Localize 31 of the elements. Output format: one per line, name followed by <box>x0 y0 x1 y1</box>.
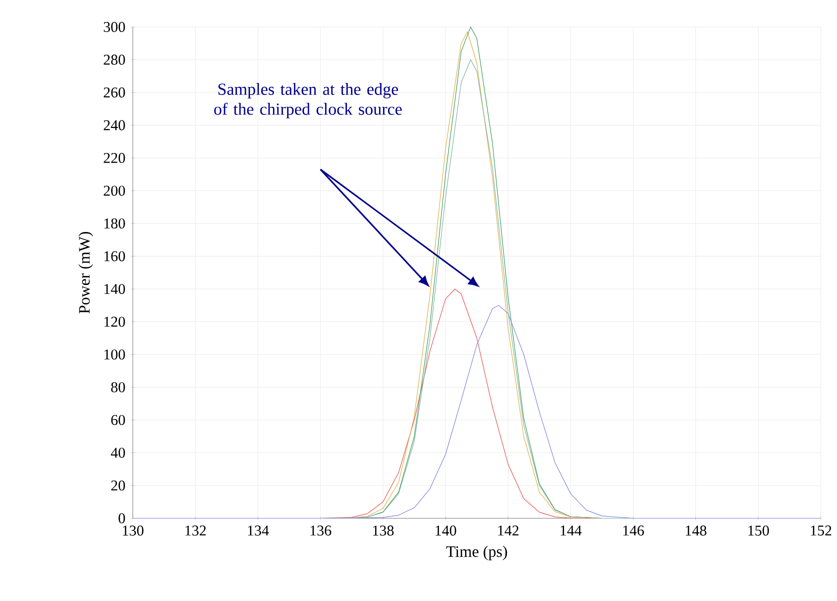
y-tick-label: 280 <box>104 54 125 65</box>
y-tick-label: 220 <box>104 152 125 163</box>
y-tick-label: 180 <box>104 218 125 228</box>
y-tick-label: 200 <box>104 186 125 196</box>
y-tick-label: 120 <box>104 316 125 327</box>
y-tick-label: 300 <box>104 22 125 32</box>
x-tick-label: 152 <box>810 525 832 536</box>
x-tick-label: 134 <box>248 525 269 536</box>
x-tick-label: 146 <box>623 525 644 536</box>
x-tick-label: 142 <box>498 525 518 536</box>
y-tick-label: 240 <box>104 120 125 130</box>
y-tick-label: 100 <box>104 349 125 360</box>
x-tick-label: 130 <box>122 525 144 536</box>
y-tick-label: 60 <box>111 414 125 425</box>
y-tick-label: 40 <box>110 448 125 458</box>
y-tick-label: 160 <box>104 251 125 262</box>
x-tick-label: 150 <box>748 525 769 536</box>
y-tick-label: 260 <box>104 87 125 98</box>
x-tick-label: 144 <box>560 526 582 536</box>
annotation: Samples taken at the edge of the chirped clock source <box>214 82 402 118</box>
x-axis-title: Time (ps) <box>446 546 508 560</box>
x-tick-label: 136 <box>310 525 332 536</box>
x-tick-label: 148 <box>686 525 706 536</box>
x-tick-label: 138 <box>373 525 394 536</box>
y-tick-label: 80 <box>111 382 125 392</box>
y-tick-label: 20 <box>111 480 125 490</box>
x-tick-label: 132 <box>185 525 206 536</box>
y-tick-label: 0 <box>118 513 125 524</box>
x-tick-label: 140 <box>436 525 456 536</box>
y-tick-label: 140 <box>104 284 125 294</box>
y-axis-title: Power (mW) <box>78 232 93 314</box>
